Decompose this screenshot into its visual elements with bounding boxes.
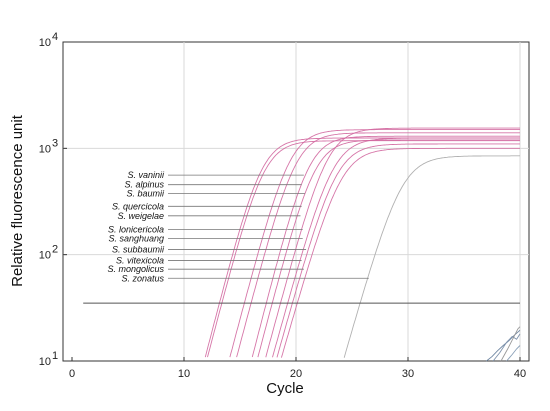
y-tick-exponent: 2	[52, 244, 58, 256]
y-axis-title: Relative fluorescence unit	[9, 114, 26, 287]
amplification-curve	[236, 132, 520, 358]
y-tick-exponent: 1	[52, 350, 58, 362]
amplification-curve	[276, 143, 520, 358]
negative-curve	[506, 345, 521, 362]
species-label: S. lonicericola	[108, 224, 164, 234]
species-label: S. baumii	[126, 189, 165, 199]
species-label: S. subbaumii	[112, 244, 165, 254]
x-tick-label: 30	[402, 368, 414, 380]
amplification-curve	[265, 127, 520, 358]
species-label: S. sanghuang	[108, 233, 164, 243]
species-label: S. quercicola	[112, 201, 164, 211]
y-tick-exponent: 4	[52, 31, 58, 43]
species-label: S. zonatus	[121, 273, 164, 283]
species-label: S. weigelae	[117, 211, 164, 221]
y-tick-label: 10	[39, 356, 51, 368]
x-tick-label: 10	[178, 368, 190, 380]
y-tick-label: 10	[39, 37, 51, 49]
amplification-curve	[229, 129, 520, 358]
y-tick-label: 10	[39, 250, 51, 262]
x-tick-label: 40	[514, 368, 526, 380]
negative-curve	[500, 326, 521, 362]
species-label: S. mongolicus	[107, 264, 164, 274]
amplification-curve	[251, 135, 520, 358]
x-tick-label: 0	[69, 368, 75, 380]
species-label: S. vitexicola	[116, 256, 164, 266]
amplification-curve	[343, 155, 520, 358]
species-label: S. alpinus	[124, 180, 164, 190]
x-tick-label: 20	[290, 368, 302, 380]
y-tick-label: 10	[39, 143, 51, 155]
y-tick-exponent: 3	[52, 137, 58, 149]
x-axis-title: Cycle	[266, 380, 304, 397]
curves	[204, 127, 521, 362]
amplification-curve	[280, 147, 520, 358]
amplification-curve	[272, 137, 520, 358]
negative-curve	[492, 333, 521, 362]
species-label: S. vaninii	[127, 170, 165, 180]
amplification-curve	[257, 139, 520, 358]
